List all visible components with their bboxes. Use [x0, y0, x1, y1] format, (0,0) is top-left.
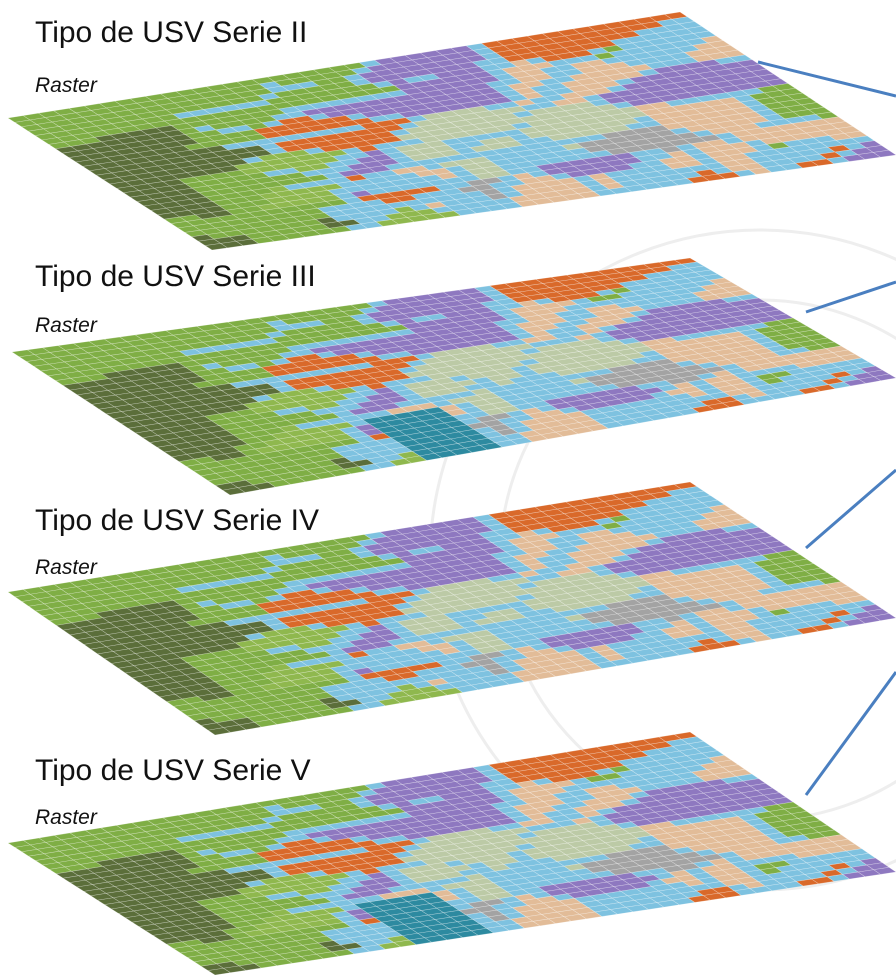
raster-cell: [872, 149, 896, 158]
raster-layer: [11, 257, 896, 496]
layers: [7, 11, 896, 975]
raster-layer: [7, 11, 896, 251]
